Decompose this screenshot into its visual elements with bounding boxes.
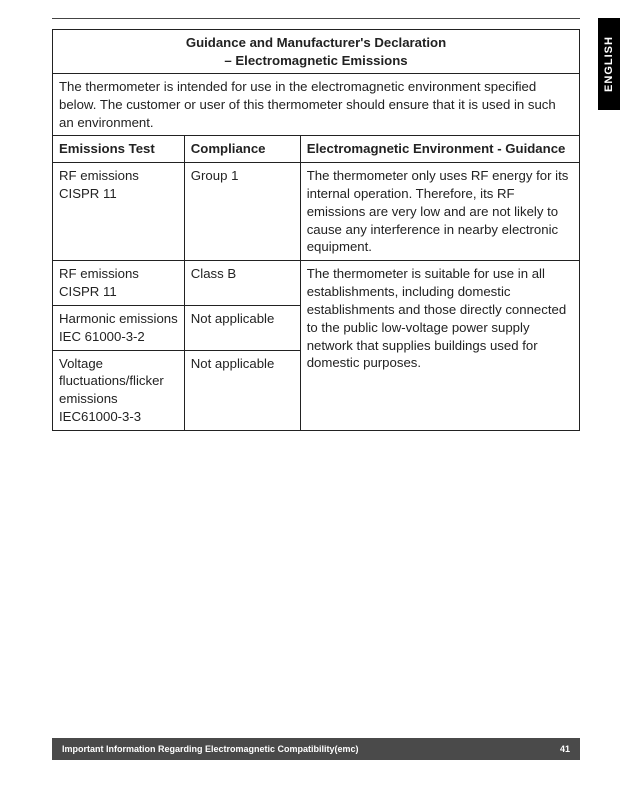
table-intro-row: The thermometer is intended for use in t… xyxy=(53,73,580,135)
cell-test-3: Harmonic emissions IEC 61000-3-2 xyxy=(53,305,185,350)
top-rule xyxy=(52,18,580,19)
table-intro-cell: The thermometer is intended for use in t… xyxy=(53,73,580,135)
header-guidance: Electromagnetic Environment - Guidance xyxy=(300,136,579,163)
cell-test-4: Voltage fluctuations/flicker emissions I… xyxy=(53,350,185,430)
table-title-row: Guidance and Manufacturer's Declaration … xyxy=(53,30,580,74)
cell-compliance-3: Not applicable xyxy=(184,305,300,350)
emc-table: Guidance and Manufacturer's Declaration … xyxy=(52,29,580,431)
cell-compliance-1: Group 1 xyxy=(184,163,300,261)
footer-page-number: 41 xyxy=(560,744,570,754)
cell-test-2: RF emissions CISPR 11 xyxy=(53,261,185,306)
cell-guidance-1: The thermometer only uses RF energy for … xyxy=(300,163,579,261)
page-footer: Important Information Regarding Electrom… xyxy=(52,738,580,760)
cell-compliance-4: Not applicable xyxy=(184,350,300,430)
footer-text: Important Information Regarding Electrom… xyxy=(62,744,359,754)
table-row: RF emissions CISPR 11 Group 1 The thermo… xyxy=(53,163,580,261)
language-label: ENGLISH xyxy=(603,36,615,92)
cell-test-1: RF emissions CISPR 11 xyxy=(53,163,185,261)
page: ENGLISH Guidance and Manufacturer's Decl… xyxy=(0,0,620,794)
table-header-row: Emissions Test Compliance Electromagneti… xyxy=(53,136,580,163)
table-title-cell: Guidance and Manufacturer's Declaration … xyxy=(53,30,580,74)
header-emissions-test: Emissions Test xyxy=(53,136,185,163)
table-title-line2: – Electromagnetic Emissions xyxy=(224,53,407,68)
language-tab: ENGLISH xyxy=(598,18,620,110)
table-title-line1: Guidance and Manufacturer's Declaration xyxy=(186,35,446,50)
cell-guidance-merged: The thermometer is suitable for use in a… xyxy=(300,261,579,431)
cell-compliance-2: Class B xyxy=(184,261,300,306)
table-row: RF emissions CISPR 11 Class B The thermo… xyxy=(53,261,580,306)
header-compliance: Compliance xyxy=(184,136,300,163)
